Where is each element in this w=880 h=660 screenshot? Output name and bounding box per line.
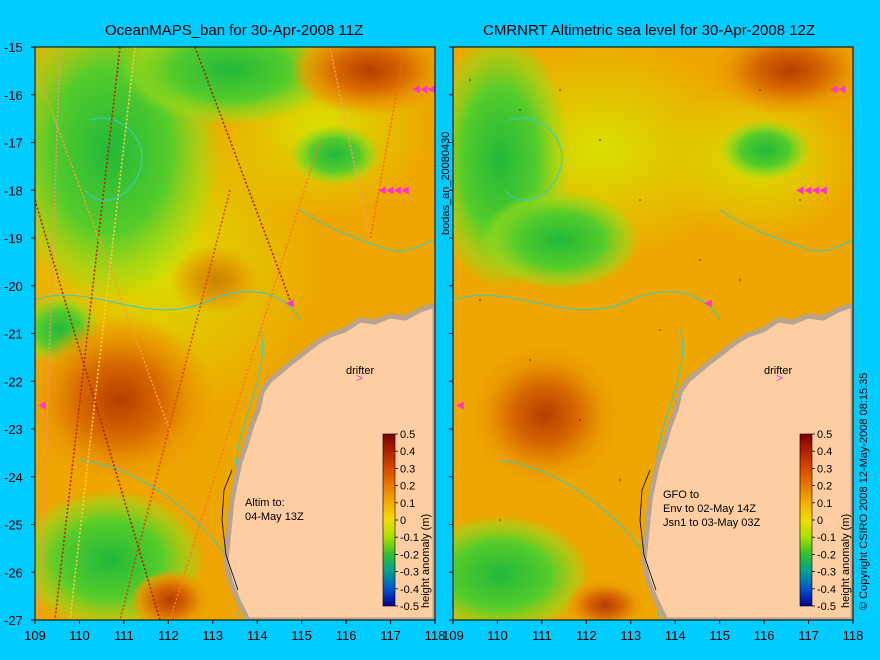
y-tick-label: -19: [4, 231, 23, 246]
svg-text:◀◀◀◀: ◀◀◀◀: [378, 185, 409, 196]
svg-text:◀◀: ◀◀: [830, 84, 846, 95]
right-drifter-label: drifter: [764, 365, 792, 377]
colorbar-tick-label: 0.4: [817, 446, 832, 458]
colorbar-tick-label: 0.2: [400, 481, 415, 493]
x-tick-label: 112: [158, 628, 179, 643]
colorbar-tick-label: 0.5: [817, 429, 832, 441]
x-tick-label: 114: [247, 628, 268, 643]
colorbar-tick-label: -0.5: [817, 601, 836, 613]
y-tick-label: -26: [4, 565, 23, 580]
y-tick-label: -27: [4, 613, 23, 628]
colorbar-tick-label: 0.1: [400, 498, 415, 510]
x-tick-label: 109: [24, 628, 46, 643]
svg-text:◀: ◀: [38, 400, 46, 411]
y-tick-label: -23: [4, 422, 23, 437]
y-tick-label: -24: [4, 470, 23, 485]
svg-text:◀◀◀◀: ◀◀◀◀: [796, 185, 827, 196]
colorbar-tick-label: -0.1: [400, 532, 419, 544]
svg-text:◀◀◀: ◀◀◀: [412, 84, 435, 95]
colorbar-tick-label: -0.2: [817, 549, 836, 561]
x-tick-label: 115: [709, 628, 730, 643]
y-tick-label: -16: [4, 88, 23, 103]
x-tick-label: 111: [532, 628, 552, 643]
colorbar-tick-label: -0.5: [400, 601, 419, 613]
colorbar-tick-label: 0.4: [400, 446, 415, 458]
colorbar-tick-label: -0.2: [400, 549, 419, 561]
colorbar-tick-label: 0.3: [817, 463, 832, 475]
colorbar-tick-label: 0.2: [817, 481, 832, 493]
colorbar-tick-label: 0.1: [817, 498, 832, 510]
y-tick-label: -15: [4, 40, 23, 55]
svg-text:>: >: [356, 371, 363, 385]
right-note-line-3: Jsn1 to 03-May 03Z: [663, 517, 760, 529]
colorbar-tick-label: 0: [400, 515, 406, 527]
x-tick-label: 117: [798, 628, 819, 643]
x-tick-label: 112: [576, 628, 597, 643]
right-map: ◀◀ ◀◀◀◀ ◀ ◀ >: [453, 47, 853, 620]
left-colorbar: 0.5 0.4 0.3 0.2 0.1 0 -0.1 -0.2 -0.3 -0.4 -0.5: [382, 429, 419, 613]
left-map: ◀◀◀ ◀◀◀◀ ◀ ◀ >: [35, 47, 435, 620]
y-tick-label: -25: [4, 518, 23, 533]
svg-text:◀: ◀: [704, 298, 712, 309]
x-tick-label: 113: [202, 628, 223, 643]
svg-text:>: >: [776, 371, 783, 385]
y-tick-label: -21: [4, 327, 23, 342]
colorbar-tick-label: -0.4: [817, 584, 836, 596]
middle-side-label: bodas_an_20080430: [440, 131, 452, 235]
y-tick-label: -22: [4, 374, 23, 389]
right-colorbar: 0.5 0.4 0.3 0.2 0.1 0 -0.1 -0.2 -0.3 -0.4 -0.5: [799, 429, 836, 613]
colorbar-tick-label: 0: [817, 515, 823, 527]
x-tick-label: 113: [620, 628, 641, 643]
y-tick-label: -18: [4, 183, 23, 198]
svg-text:◀: ◀: [456, 400, 464, 411]
x-tick-label: 118: [843, 628, 864, 643]
right-note-line-1: GFO to: [663, 489, 699, 501]
left-altim-note-line-1: Altim to:: [245, 497, 285, 509]
right-colorbar-label: height anomaly (m): [840, 513, 852, 608]
x-tick-label: 114: [665, 628, 686, 643]
left-y-axis: -15 -16 -17 -18 -19 -20 -21 -22 -23 -24 -25 -26 -27: [4, 40, 453, 628]
colorbar-tick-label: -0.1: [817, 532, 836, 544]
left-map-title: OceanMAPS_ban for 30-Apr-2008 11Z: [105, 22, 364, 39]
x-tick-label: 117: [380, 628, 401, 643]
y-tick-label: -20: [4, 279, 23, 294]
x-tick-label: 110: [487, 628, 508, 643]
right-x-axis: 109 110 111 112 113 114 115 116 117 118: [442, 620, 863, 643]
colorbar-tick-label: -0.3: [817, 567, 836, 579]
x-tick-label: 116: [754, 628, 775, 643]
colorbar-tick-label: 0.5: [400, 429, 415, 441]
left-x-axis: 109 110 111 112 113 114 115 116 117 118: [24, 620, 445, 643]
left-drifter-label: drifter: [346, 365, 374, 377]
y-tick-label: -17: [4, 136, 23, 151]
right-note-line-2: Env to 02-May 14Z: [663, 503, 756, 515]
right-map-title: CMRNRT Altimetric sea level for 30-Apr-2…: [483, 22, 816, 39]
x-tick-label: 115: [291, 628, 312, 643]
x-tick-label: 110: [69, 628, 90, 643]
colorbar-tick-label: 0.3: [400, 463, 415, 475]
left-colorbar-label: height anomaly (m): [420, 513, 432, 608]
colorbar-tick-label: -0.3: [400, 567, 419, 579]
x-tick-label: 118: [425, 628, 446, 643]
x-tick-label: 109: [442, 628, 464, 643]
left-altim-note-line-2: 04-May 13Z: [245, 511, 304, 523]
colorbar-tick-label: -0.4: [400, 584, 419, 596]
copyright-label: © Copyright CSIRO 2008 12-May-2008 08:15…: [858, 372, 870, 610]
x-tick-label: 111: [114, 628, 134, 643]
x-tick-label: 116: [336, 628, 357, 643]
svg-text:◀: ◀: [286, 298, 294, 309]
